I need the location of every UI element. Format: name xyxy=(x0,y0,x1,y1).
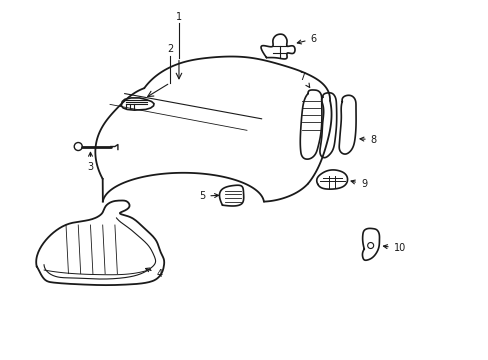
Text: 10: 10 xyxy=(383,243,405,253)
Text: 9: 9 xyxy=(350,179,366,189)
Text: 4: 4 xyxy=(145,268,163,279)
Text: 8: 8 xyxy=(359,135,376,145)
Text: 1: 1 xyxy=(176,12,182,22)
Text: 3: 3 xyxy=(87,152,93,172)
Text: 6: 6 xyxy=(297,34,316,44)
Text: 2: 2 xyxy=(167,44,173,54)
Text: 7: 7 xyxy=(299,72,309,87)
Text: 5: 5 xyxy=(199,191,218,201)
